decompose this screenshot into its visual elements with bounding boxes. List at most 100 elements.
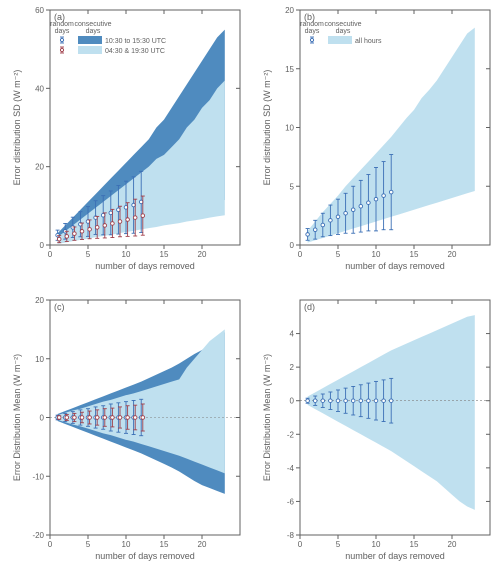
marker	[344, 211, 348, 215]
marker	[374, 197, 378, 201]
xtick: 15	[160, 540, 169, 549]
ylabel: Error Distribution Mean (W m⁻²)	[12, 354, 22, 481]
xtick: 15	[160, 250, 169, 259]
xtick: 10	[122, 250, 131, 259]
marker	[329, 219, 333, 223]
marker	[382, 194, 386, 198]
ytick: 0	[290, 397, 295, 406]
ytick: 0	[290, 241, 295, 250]
marker	[95, 226, 99, 230]
xtick: 0	[298, 250, 303, 259]
marker	[73, 232, 77, 236]
xtick: 10	[122, 540, 131, 549]
marker	[313, 399, 317, 403]
svg-text:days: days	[336, 28, 351, 35]
ytick: -10	[32, 472, 44, 481]
marker	[103, 416, 107, 420]
ytick: -4	[287, 464, 295, 473]
legend: randomdaysconsecutivedays10:30 to 15:30 …	[50, 21, 166, 55]
ytick: 60	[35, 6, 44, 15]
xtick: 20	[198, 250, 207, 259]
marker	[336, 215, 340, 219]
panel-letter: (d)	[304, 302, 315, 312]
marker	[367, 399, 371, 403]
marker	[95, 416, 99, 420]
marker	[111, 222, 115, 226]
marker	[321, 399, 325, 403]
marker	[321, 223, 325, 227]
xlabel: number of days removed	[95, 551, 195, 561]
svg-text:consecutive: consecutive	[325, 21, 362, 28]
xtick: 5	[336, 540, 341, 549]
marker	[118, 220, 122, 224]
ytick: 2	[290, 363, 295, 372]
ytick: 10	[35, 355, 44, 364]
marker	[133, 216, 137, 220]
ytick: 20	[35, 296, 44, 305]
marker	[367, 201, 371, 205]
ytick: 0	[40, 414, 45, 423]
marker	[329, 399, 333, 403]
marker	[65, 235, 69, 239]
ytick: 0	[40, 241, 45, 250]
legend-label: 10:30 to 15:30 UTC	[105, 38, 166, 45]
ytick: 10	[285, 124, 294, 133]
svg-text:days: days	[55, 28, 70, 35]
ytick: 20	[285, 6, 294, 15]
marker	[351, 399, 355, 403]
ytick: 4	[290, 330, 295, 339]
legend-label: 04:30 & 19:30 UTC	[105, 48, 165, 55]
marker	[336, 399, 340, 403]
marker	[73, 416, 77, 420]
panel-a: 051015200204060number of days removedErr…	[12, 6, 240, 271]
marker	[88, 228, 92, 232]
marker	[57, 416, 61, 420]
xtick: 5	[86, 540, 91, 549]
marker	[141, 416, 145, 420]
legend-label: all hours	[355, 38, 382, 45]
svg-text:days: days	[86, 28, 101, 35]
marker	[126, 218, 130, 222]
ytick: 5	[290, 182, 295, 191]
marker	[80, 416, 84, 420]
xtick: 20	[448, 250, 457, 259]
ytick: -8	[287, 531, 295, 540]
xtick: 5	[86, 250, 91, 259]
xtick: 0	[48, 250, 53, 259]
legend: randomdaysconsecutivedaysall hours	[300, 21, 382, 45]
marker	[65, 416, 69, 420]
xtick: 10	[372, 540, 381, 549]
ytick: -2	[287, 430, 295, 439]
marker	[389, 399, 393, 403]
ylabel: Error distribution SD (W m⁻²)	[12, 70, 22, 186]
marker	[57, 237, 61, 241]
xlabel: number of days removed	[345, 551, 445, 561]
marker	[118, 416, 122, 420]
panel-c: 05101520-20-1001020number of days remove…	[12, 296, 240, 561]
marker	[306, 399, 310, 403]
marker	[359, 204, 363, 208]
ytick: 15	[285, 65, 294, 74]
xtick: 0	[48, 540, 53, 549]
marker	[374, 399, 378, 403]
marker	[111, 416, 115, 420]
ytick: 20	[35, 163, 44, 172]
ylabel: Error Distribution Mean (W m⁻²)	[262, 354, 272, 481]
panel-b: 0510152005101520number of days removedEr…	[262, 6, 490, 271]
xtick: 5	[336, 250, 341, 259]
svg-text:consecutive: consecutive	[75, 21, 112, 28]
xtick: 15	[410, 250, 419, 259]
xlabel: number of days removed	[95, 261, 195, 271]
marker	[88, 416, 92, 420]
ytick: -6	[287, 497, 295, 506]
svg-text:random: random	[50, 21, 74, 28]
marker	[382, 399, 386, 403]
marker	[344, 399, 348, 403]
marker	[141, 214, 145, 218]
marker	[80, 229, 84, 233]
marker	[133, 416, 137, 420]
figure: 051015200204060number of days removedErr…	[0, 0, 500, 577]
xlabel: number of days removed	[345, 261, 445, 271]
marker	[103, 224, 107, 228]
xtick: 15	[410, 540, 419, 549]
